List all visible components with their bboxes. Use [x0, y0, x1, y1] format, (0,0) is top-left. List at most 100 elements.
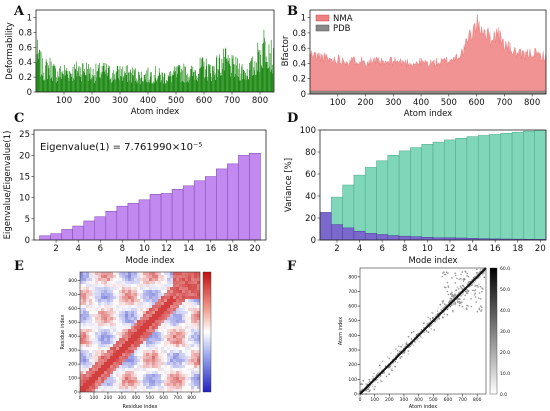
- b-legend-label-nma: NMA: [333, 14, 353, 24]
- e-cell-1-28: [164, 386, 168, 390]
- e-cell-14-22: [146, 347, 150, 351]
- e-cell-31-28: [164, 296, 168, 300]
- f-contact-411: [371, 383, 374, 386]
- e-cell-6-7: [101, 371, 105, 375]
- e-cell-22-7: [101, 323, 105, 327]
- c-ytick-label-1: 5: [25, 215, 30, 225]
- e-cell-31-12: [116, 296, 120, 300]
- e-cell-33-16: [128, 290, 132, 294]
- e-cell-2-27: [161, 383, 165, 387]
- e-cell-28-5: [95, 305, 98, 308]
- e-cell-0-39: [197, 389, 201, 393]
- e-cell-7-10: [110, 368, 114, 372]
- e-cell-15-10: [110, 344, 114, 348]
- e-cell-9-22: [146, 362, 150, 366]
- e-cell-29-20: [140, 302, 144, 306]
- e-cell-16-29: [167, 341, 171, 345]
- e-cell-33-31: [173, 290, 177, 294]
- b-ytick-label-0: 0: [301, 90, 306, 100]
- e-cell-37-20: [140, 278, 144, 282]
- e-cell-39-19: [137, 272, 141, 276]
- e-cell-1-24: [152, 386, 156, 390]
- d-frame: [319, 129, 547, 241]
- e-cell-29-38: [194, 302, 198, 306]
- e-cell-7-25: [155, 368, 159, 372]
- e-cell-15-15: [125, 344, 129, 348]
- e-cell-3-18: [134, 380, 138, 384]
- e-cell-5-38: [194, 374, 198, 378]
- e-cell-39-15: [125, 272, 129, 276]
- e-cell-12-39: [197, 353, 201, 357]
- e-cell-38-7: [101, 275, 105, 279]
- e-cell-24-8: [104, 317, 108, 321]
- e-cell-19-8: [104, 332, 108, 336]
- e-cell-38-33: [179, 275, 183, 279]
- e-cell-3-12: [116, 380, 120, 384]
- e-cell-12-28: [164, 353, 167, 356]
- e-cell-2-23: [149, 383, 153, 387]
- e-cell-6-32: [176, 371, 180, 375]
- e-cell-37-10: [110, 278, 114, 282]
- e-cell-31-6: [98, 296, 102, 300]
- e-cell-25-1: [83, 314, 87, 318]
- e-cell-15-23: [149, 344, 153, 348]
- e-cell-27-26: [158, 308, 162, 312]
- e-cell-6-27: [161, 371, 164, 374]
- d-bar-individual-10: [421, 237, 434, 241]
- a-x-ticks: 100 200 300 400 500 600 700 800: [56, 92, 268, 106]
- e-cell-20-23: [149, 329, 153, 333]
- e-cell-15-3: [89, 344, 93, 348]
- e-cell-2-15: [125, 383, 129, 387]
- e-cell-34-34: [182, 287, 186, 291]
- e-cell-33-5: [95, 290, 99, 294]
- e-cell-5-31: [173, 374, 177, 378]
- f-cluster-a-43: [466, 275, 468, 277]
- e-cell-0-21: [143, 389, 147, 393]
- e-cell-27-0: [80, 308, 84, 312]
- e-cell-39-28: [164, 272, 168, 276]
- e-cell-37-19: [137, 278, 141, 282]
- e-cell-3-30: [170, 380, 174, 384]
- e-cell-28-17: [131, 305, 135, 309]
- e-cell-32-31: [173, 293, 177, 297]
- e-cell-31-32: [176, 296, 180, 300]
- e-cell-16-28: [164, 341, 168, 345]
- c-bar-9: [127, 202, 140, 241]
- f-contact-155: [436, 310, 439, 312]
- d-bar-individual-4: [353, 230, 366, 241]
- e-cell-17-37: [191, 338, 195, 342]
- e-cell-8-16: [128, 365, 132, 369]
- e-cell-29-8: [104, 302, 108, 306]
- e-cell-18-30: [170, 335, 174, 339]
- e-cell-29-17: [131, 302, 135, 306]
- e-cell-36-18: [134, 281, 138, 285]
- e-cell-25-20: [140, 314, 144, 318]
- c-bars: [39, 153, 261, 241]
- e-cell-34-9: [107, 287, 111, 291]
- e-cell-17-4: [92, 338, 96, 342]
- e-cell-25-27: [161, 314, 165, 318]
- c-xtick-label-0: 2: [53, 244, 58, 254]
- e-cell-6-13: [119, 371, 123, 375]
- e-cell-28-33: [179, 305, 182, 308]
- e-cell-33-4: [92, 290, 96, 294]
- f-contact-223: [417, 337, 420, 339]
- e-cell-19-18: [134, 332, 138, 336]
- e-cell-24-39: [197, 317, 201, 321]
- e-cell-35-38: [194, 284, 198, 288]
- e-cell-17-26: [158, 338, 162, 342]
- e-ytick-label-7: 700: [68, 292, 77, 298]
- e-cell-11-16: [128, 356, 132, 360]
- b-xtick-label-3: 400: [413, 98, 429, 108]
- f-colorbar-tick-6: 60.0: [500, 266, 510, 272]
- e-cell-8-9: [107, 365, 111, 369]
- e-cell-32-18: [134, 293, 138, 297]
- f-contact-214: [365, 383, 367, 385]
- e-cell-11-21: [143, 356, 147, 360]
- e-cell-39-13: [119, 272, 123, 276]
- e-cell-22-29: [167, 323, 171, 327]
- e-cell-19-28: [164, 332, 167, 335]
- e-cell-12-24: [152, 353, 156, 357]
- e-cell-3-25: [155, 380, 159, 384]
- f-cluster-a-28: [464, 270, 466, 273]
